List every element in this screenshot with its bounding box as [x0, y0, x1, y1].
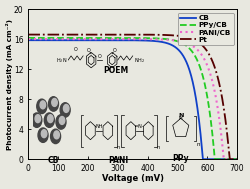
Pt: [185, 36, 188, 38]
PPy/CB: [236, 158, 239, 160]
CB: [236, 158, 239, 160]
Line: CB: CB: [28, 40, 237, 159]
PPy/CB: [160, 38, 163, 40]
PANI/CB: [236, 158, 239, 160]
Text: POEM: POEM: [104, 66, 129, 75]
PANI/CB: [222, 158, 225, 160]
Pt: [148, 33, 151, 36]
Pt: [207, 52, 210, 54]
CB: [202, 158, 204, 160]
PPy/CB: [154, 37, 156, 40]
CB: [207, 158, 210, 160]
X-axis label: Voltage (mV): Voltage (mV): [102, 174, 164, 184]
CB: [40, 39, 43, 41]
CB: [154, 40, 156, 42]
Pt: [27, 33, 30, 36]
CB: [148, 40, 151, 42]
Line: Pt: Pt: [28, 35, 237, 159]
Pt: [154, 34, 156, 36]
PANI/CB: [148, 38, 151, 40]
PPy/CB: [148, 37, 151, 39]
PANI/CB: [160, 38, 163, 41]
PPy/CB: [27, 37, 30, 39]
Pt: [228, 158, 231, 160]
PANI/CB: [207, 67, 210, 69]
PANI/CB: [27, 38, 30, 40]
Pt: [160, 34, 163, 36]
PPy/CB: [207, 101, 210, 103]
PPy/CB: [214, 158, 216, 160]
Line: PANI/CB: PANI/CB: [28, 39, 237, 159]
Y-axis label: Photocurrent density (mA cm⁻²): Photocurrent density (mA cm⁻²): [6, 19, 12, 150]
Line: PPy/CB: PPy/CB: [28, 38, 237, 159]
CB: [185, 62, 188, 64]
PANI/CB: [185, 42, 188, 44]
Pt: [40, 33, 43, 36]
Legend: CB, PPy/CB, PANI/CB, Pt: CB, PPy/CB, PANI/CB, Pt: [178, 13, 234, 45]
CB: [27, 39, 30, 41]
PANI/CB: [154, 38, 156, 40]
PPy/CB: [185, 45, 188, 47]
PPy/CB: [40, 37, 43, 39]
CB: [160, 41, 163, 43]
Pt: [236, 158, 239, 160]
PANI/CB: [40, 38, 43, 40]
